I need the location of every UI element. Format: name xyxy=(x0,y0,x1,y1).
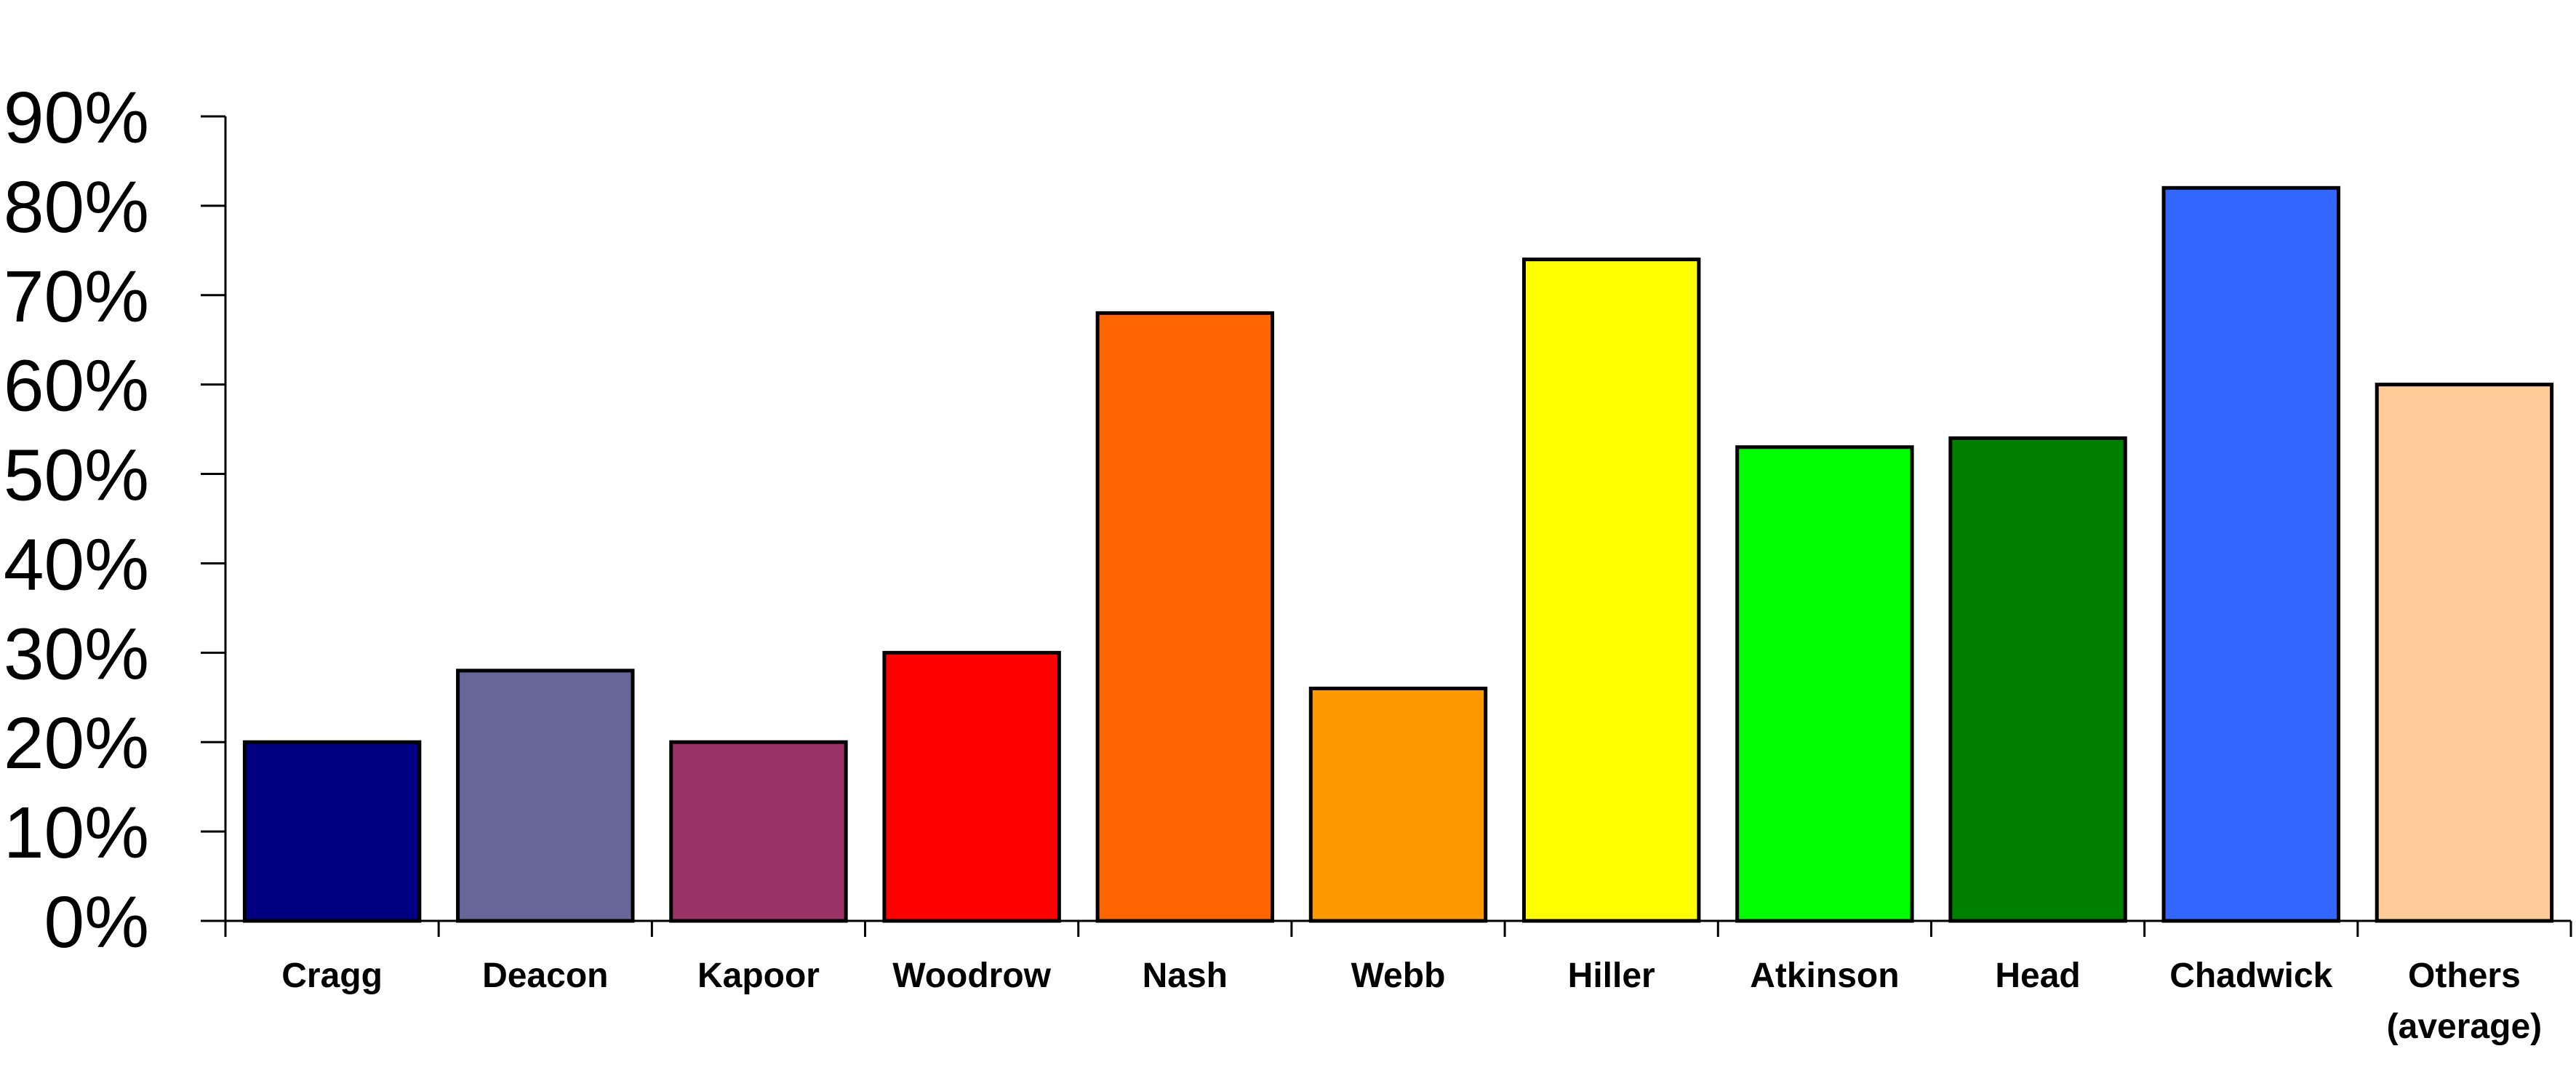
bar-head xyxy=(1948,436,2127,923)
x-tick-label: Hiller xyxy=(1568,957,1655,995)
y-tick-label: 90% xyxy=(4,77,149,159)
x-tick-label: Kapoor xyxy=(697,957,820,995)
x-tick-label: Cragg xyxy=(281,957,383,995)
y-tick-label: 30% xyxy=(4,613,149,695)
bar-cragg xyxy=(242,740,422,923)
bar-atkinson xyxy=(1735,445,1914,923)
bar-kapoor xyxy=(669,740,848,923)
bar-chadwick xyxy=(2161,185,2340,923)
bar-hiller xyxy=(1521,257,1701,923)
bar-deacon xyxy=(456,668,635,923)
y-tick-label: 60% xyxy=(4,346,149,427)
y-tick-label: 40% xyxy=(4,524,149,605)
y-tick-label: 20% xyxy=(4,703,149,784)
x-tick-label: Head xyxy=(1995,957,2080,995)
y-tick-label: 10% xyxy=(4,792,149,874)
y-tick-label: 0% xyxy=(44,882,149,963)
bar-others-average xyxy=(2375,383,2554,923)
x-tick-label: Atkinson xyxy=(1750,957,1899,995)
bars xyxy=(242,185,2554,923)
y-tick-label: 50% xyxy=(4,435,149,516)
x-tick-label: Deacon xyxy=(482,957,608,995)
y-axis: 0%10%20%30%40%50%60%70%80%90% xyxy=(4,77,227,963)
x-tick-label: Chadwick xyxy=(2169,957,2332,995)
x-tick-label: Nash xyxy=(1143,957,1228,995)
bar-nash xyxy=(1095,311,1275,923)
y-tick-label: 80% xyxy=(4,167,149,248)
y-tick-label: 70% xyxy=(4,256,149,338)
bar-webb xyxy=(1308,686,1488,923)
bar-woodrow xyxy=(882,650,1061,923)
x-axis: Cragg Deacon Kapoor Woodrow Nash Webb Hiller At… xyxy=(224,919,2572,1046)
x-tick-label: Others xyxy=(2408,957,2521,995)
x-tick-label: (average) xyxy=(2387,1007,2542,1046)
x-tick-label: Webb xyxy=(1351,957,1446,995)
x-tick-label: Woodrow xyxy=(892,957,1051,995)
